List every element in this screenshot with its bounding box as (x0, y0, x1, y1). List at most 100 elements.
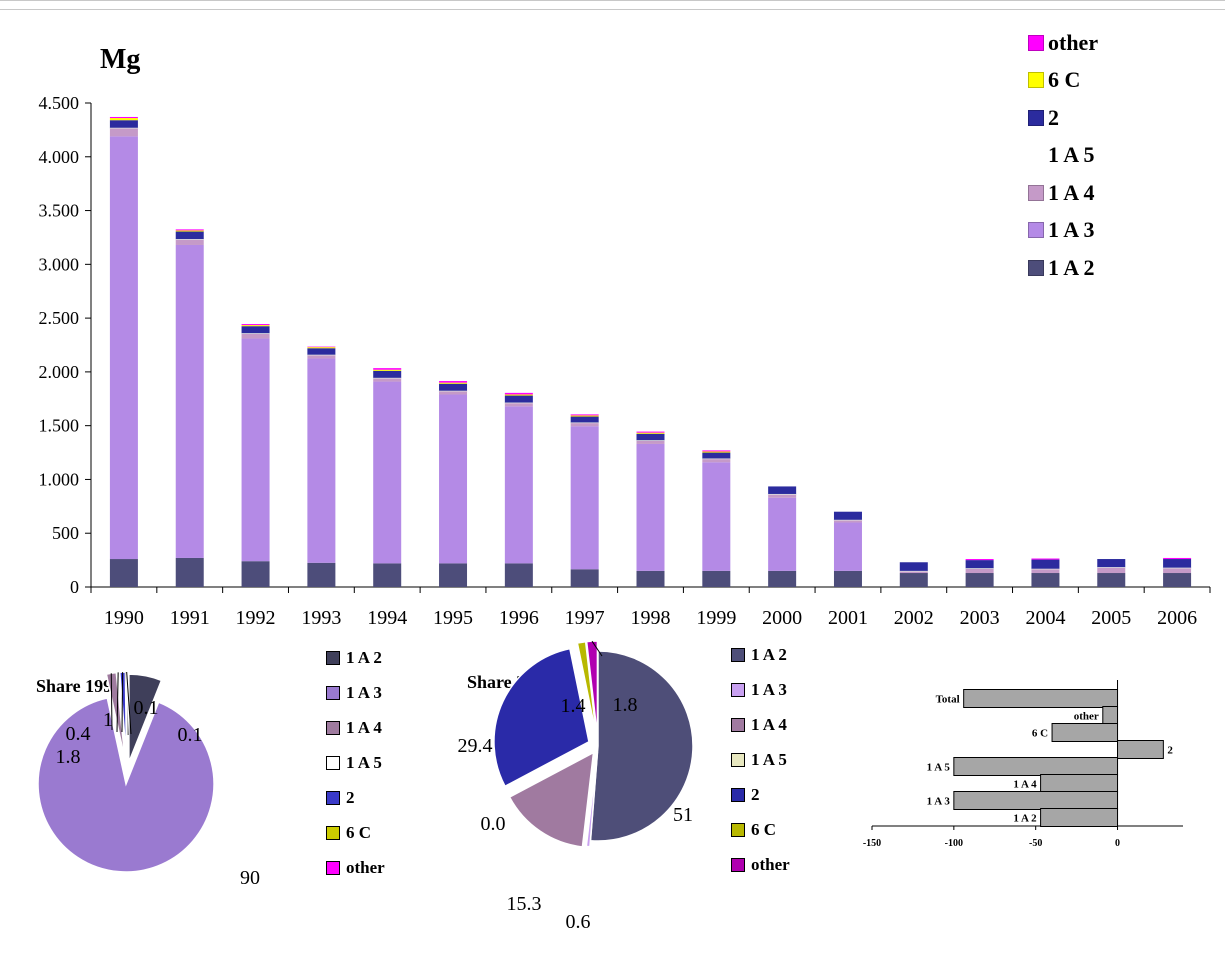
y-tick-label: 500 (52, 523, 79, 543)
bar-1996-1-a-2 (504, 563, 533, 587)
y-tick-label: 4.000 (39, 147, 80, 167)
bar-1994-1-a-2 (373, 563, 402, 587)
x-tick-label: -150 (863, 838, 881, 849)
bar-2002-2 (899, 562, 928, 571)
bar-2000-1-a-5 (767, 493, 797, 495)
legend-swatch (1028, 222, 1044, 239)
bar-1999-1-a-4 (702, 459, 731, 463)
x-tick-label: -100 (945, 838, 963, 849)
bar-1991-6-c (175, 230, 204, 232)
bar-1992-1-a-2 (241, 561, 270, 587)
legend-item-6-c: 6 C (326, 815, 385, 850)
pie-2006-legend: 1 A 2 1 A 3 1 A 4 1 A 5 2 6 C other (731, 637, 790, 882)
hbar-label-1-a-3: 1 A 3 (927, 796, 951, 808)
bar-1998-2 (636, 433, 665, 441)
bar-1993-6-c (307, 347, 336, 349)
bar-1992-1-a-3 (241, 338, 270, 562)
bar-2003-1-a-4 (965, 568, 994, 574)
bar-1997-1-a-4 (570, 422, 599, 427)
bar-2000-1-a-2 (768, 570, 797, 587)
x-tick-label-1996: 1996 (499, 607, 539, 629)
bar-2003-other (965, 559, 994, 561)
x-tick-label: 0 (1115, 838, 1120, 849)
bar-1990-2 (109, 120, 138, 128)
legend-swatch (1028, 184, 1044, 201)
bar-1993-1-a-3 (307, 358, 336, 563)
legend-label: 1 A 3 (1048, 217, 1095, 243)
bar-2003-2 (965, 560, 994, 569)
pie-slice-1-a-3 (37, 697, 215, 873)
legend-item-6-c: 6 C (731, 812, 790, 847)
legend-item-1-a-5: 1 A 5 (731, 742, 790, 777)
bar-1995-1-a-4 (439, 391, 468, 395)
bar-1990-6-c (109, 118, 138, 121)
hbar-other (1102, 706, 1119, 725)
legend-label: other (751, 854, 790, 874)
hbar-label-1-a-2: 1 A 2 (1013, 813, 1037, 825)
legend-swatch (731, 682, 745, 697)
bar-1996-1-a-4 (504, 403, 533, 407)
bar-1999-1-a-5 (702, 458, 731, 460)
bar-1998-1-a-3 (636, 443, 665, 571)
bar-1994-6-c (373, 369, 402, 371)
pie-slice-1-a-5 (504, 750, 590, 797)
y-tick-label: 2.500 (39, 308, 80, 328)
bar-1992-1-a-5 (241, 332, 270, 334)
legend-label: other (1048, 29, 1099, 55)
x-tick-label-2000: 2000 (762, 607, 802, 629)
bar-2003-1-a-2 (965, 573, 994, 587)
bar-2000-2 (768, 486, 797, 494)
legend-item-2: 2 (1028, 99, 1098, 137)
bar-1994-2 (373, 370, 402, 378)
y-tick-label: 2.000 (39, 362, 80, 382)
bar-2006-2 (1163, 559, 1192, 568)
y-tick-label: 1.500 (39, 416, 80, 436)
hbar-label-1-a-5: 1 A 5 (927, 762, 951, 774)
y-axis-unit-label: Mg (100, 44, 140, 75)
legend-swatch (326, 685, 340, 700)
bar-1996-6-c (504, 394, 533, 396)
bar-1998-6-c (636, 432, 665, 434)
bar-1999-other (702, 450, 731, 452)
legend-swatch (326, 825, 340, 840)
legend-label: 2 (346, 787, 355, 807)
x-tick-label-2005: 2005 (1091, 607, 1131, 629)
legend-label: 6 C (751, 819, 777, 839)
legend-label: 1 A 3 (751, 679, 787, 699)
x-tick-label-2002: 2002 (894, 607, 934, 629)
y-tick-label: 3.500 (39, 201, 80, 221)
bar-1991-1-a-5 (175, 238, 204, 240)
bar-2000-1-a-3 (768, 497, 797, 571)
pie-slice-2 (493, 647, 590, 788)
legend-item-1-a-4: 1 A 4 (1028, 174, 1098, 212)
bar-1991-1-a-4 (175, 239, 204, 245)
hbar-label-6-c: 6 C (1032, 728, 1048, 740)
bar-2001-1-a-5 (833, 519, 863, 521)
legend-swatch (731, 647, 745, 662)
bar-2005-1-a-2 (1097, 573, 1126, 587)
bar-2002-1-a-2 (899, 573, 928, 587)
bar-2006-other (1163, 557, 1192, 560)
legend-label: 1 A 5 (346, 752, 382, 772)
pie-data-label-1-a-2: 51 (673, 804, 693, 826)
legend-item-1-a-4: 1 A 4 (326, 710, 385, 745)
legend-swatch (1028, 109, 1044, 126)
legend-item-2: 2 (326, 780, 385, 815)
legend-item-other: other (326, 850, 385, 885)
pie-leader-line (591, 640, 603, 657)
x-tick-label-1994: 1994 (367, 607, 407, 629)
legend-swatch (1028, 34, 1044, 51)
bar-1992-other (241, 324, 270, 326)
bar-1999-1-a-3 (702, 462, 731, 571)
bar-1998-1-a-4 (636, 440, 665, 444)
pie-data-label-2: 1 (103, 709, 113, 731)
hbar-total (963, 689, 1119, 708)
x-tick-label: -50 (1029, 838, 1042, 849)
legend-item-other: other (1028, 24, 1098, 62)
legend-label: 6 C (1048, 67, 1081, 93)
main-stacked-bar-chart: 0 500 1.000 1.500 2.000 2.500 3.000 3.500 4.000 4… (39, 44, 1211, 629)
bar-2006-1-a-5 (1162, 567, 1192, 569)
bar-1995-2 (439, 383, 468, 391)
legend-item-2: 2 (731, 777, 790, 812)
pie-data-label-other: 0.1 (178, 724, 203, 746)
